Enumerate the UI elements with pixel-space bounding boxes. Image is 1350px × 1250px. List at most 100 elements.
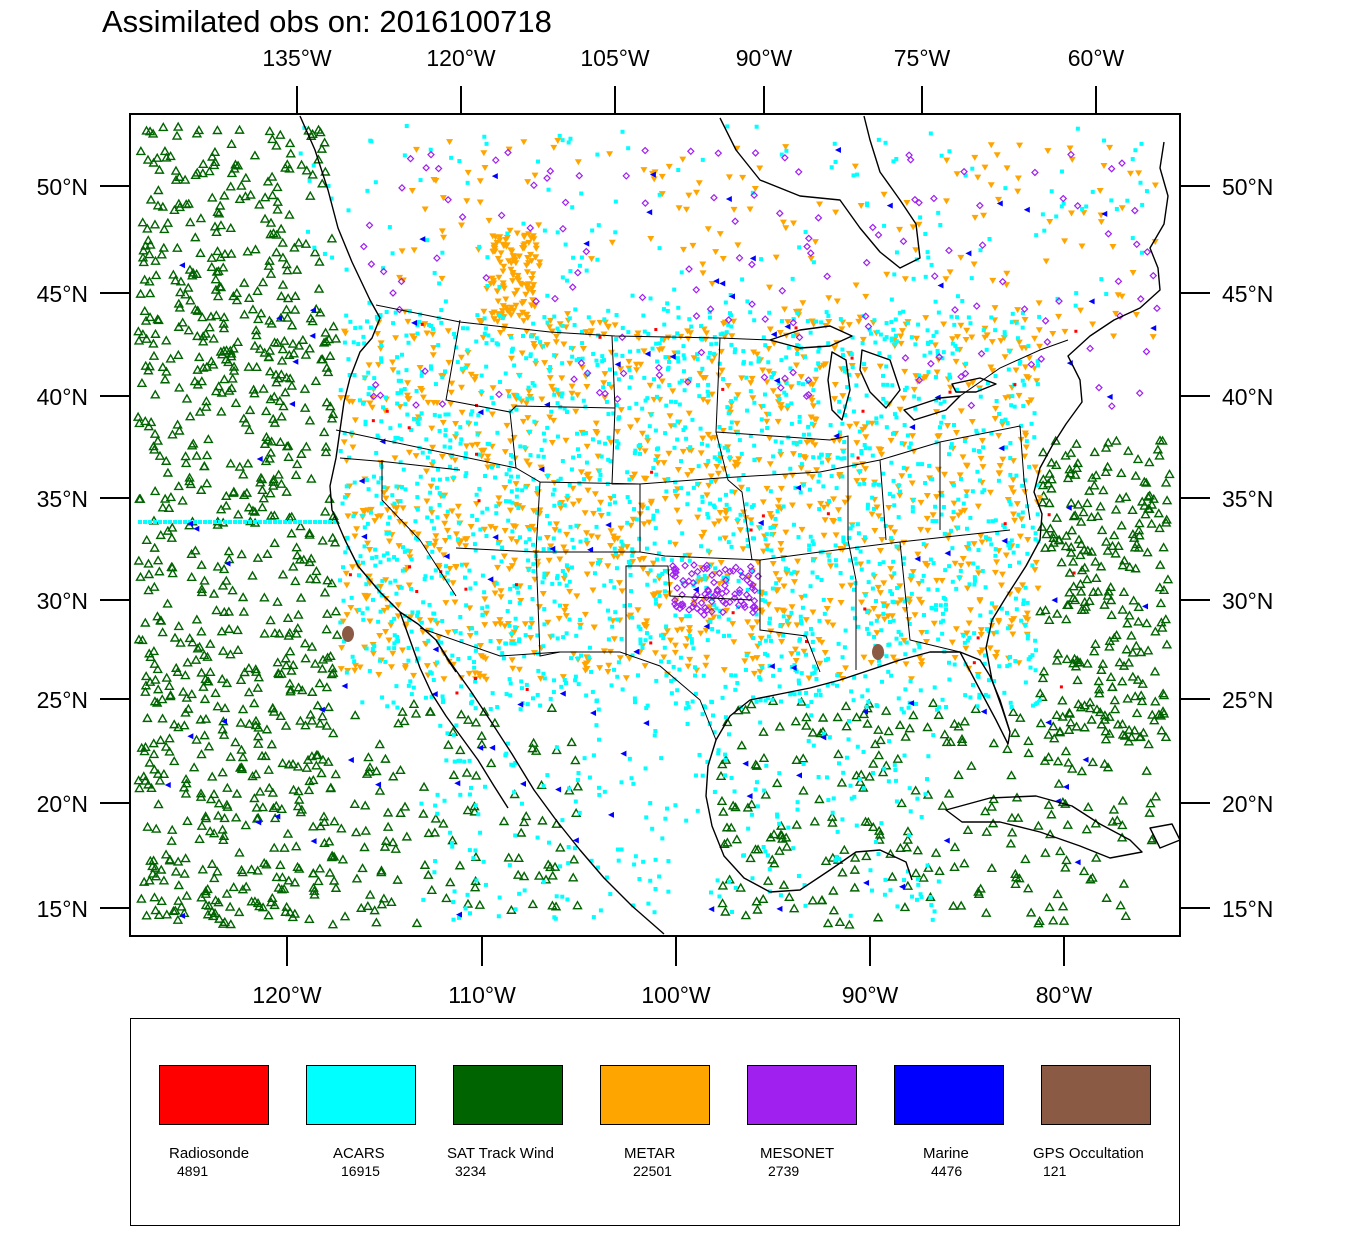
acars-marker <box>361 617 366 622</box>
metar-marker <box>647 235 655 242</box>
sat-track-wind-marker <box>251 802 262 812</box>
metar-marker <box>965 382 973 389</box>
metar-marker <box>725 174 733 181</box>
acars-marker <box>964 494 969 499</box>
sat-track-wind-marker <box>1104 728 1115 738</box>
acars-marker <box>377 658 382 663</box>
acars-marker <box>825 683 830 688</box>
sat-track-wind-marker <box>230 812 242 822</box>
acars-marker <box>852 616 857 621</box>
metar-marker <box>587 328 595 335</box>
metar-marker <box>811 442 819 449</box>
metar-marker <box>986 489 994 496</box>
sat-track-wind-marker <box>154 450 166 460</box>
sat-track-wind-marker <box>970 703 981 714</box>
acars-marker <box>509 641 514 646</box>
sat-track-wind-marker <box>887 871 898 881</box>
metar-marker <box>607 543 615 550</box>
sat-track-wind-marker <box>1107 816 1118 826</box>
acars-marker <box>586 655 591 660</box>
acars-marker <box>349 430 354 435</box>
acars-marker <box>569 656 574 661</box>
sat-track-wind-marker <box>1065 717 1076 727</box>
acars-marker <box>675 688 680 693</box>
acars-marker <box>509 349 514 354</box>
sat-track-wind-marker <box>155 615 166 625</box>
acars-marker <box>348 319 353 324</box>
acars-marker <box>496 914 501 919</box>
acars-marker <box>580 356 585 361</box>
acars-marker <box>662 589 667 594</box>
metar-marker <box>583 530 591 537</box>
metar-marker <box>1016 142 1024 149</box>
sat-track-wind-marker <box>1073 534 1085 544</box>
sat-track-wind-marker <box>165 491 177 502</box>
acars-marker <box>937 425 942 430</box>
sat-track-wind-marker <box>281 486 292 496</box>
sat-track-wind-marker <box>928 697 939 707</box>
sat-track-wind-marker <box>1033 820 1044 830</box>
metar-marker <box>816 660 824 667</box>
acars-marker <box>423 695 428 700</box>
acars-marker <box>733 347 738 352</box>
acars-marker <box>723 715 728 720</box>
acars-marker <box>360 611 365 616</box>
metar-marker <box>582 329 590 336</box>
metar-marker <box>809 609 817 616</box>
sat-track-wind-marker <box>240 820 252 830</box>
acars-marker <box>806 738 811 743</box>
sat-track-wind-marker <box>1139 500 1150 510</box>
acars-marker <box>430 477 435 482</box>
metar-marker <box>1014 188 1022 195</box>
sat-track-wind-marker <box>135 146 147 156</box>
acars-marker <box>531 696 536 701</box>
acars-marker <box>944 705 949 710</box>
acars-marker <box>925 863 930 868</box>
acars-marker <box>983 585 988 590</box>
metar-marker <box>800 454 808 461</box>
metar-marker <box>1126 170 1134 177</box>
sat-track-wind-marker <box>238 469 249 479</box>
sat-track-wind-marker <box>1036 521 1048 531</box>
acars-marker <box>675 419 680 424</box>
sat-track-wind-marker <box>1063 757 1074 767</box>
acars-marker <box>980 490 985 495</box>
acars-marker <box>1001 523 1006 528</box>
acars-marker <box>1026 344 1031 349</box>
acars-marker <box>656 573 661 578</box>
sat-track-wind-marker <box>1136 696 1148 706</box>
acars-marker <box>671 664 676 669</box>
sat-track-wind-marker <box>1128 532 1140 542</box>
acars-marker <box>463 906 468 911</box>
metar-marker <box>452 434 460 441</box>
metar-marker <box>774 504 782 511</box>
metar-marker <box>429 444 437 451</box>
metar-marker <box>377 513 385 520</box>
acars-marker <box>1005 664 1010 669</box>
acars-marker <box>603 441 608 446</box>
acars-marker <box>990 601 995 606</box>
sat-track-wind-marker <box>949 842 961 852</box>
acars-marker <box>826 313 831 318</box>
acars-marker <box>862 362 867 367</box>
acars-marker <box>788 366 793 371</box>
acars-marker <box>707 310 712 315</box>
acars-marker <box>406 683 411 688</box>
acars-marker <box>849 575 854 580</box>
acars-marker <box>887 739 892 744</box>
sat-track-wind-marker <box>304 573 316 583</box>
acars-marker <box>865 506 870 511</box>
acars-marker <box>978 394 983 399</box>
metar-marker <box>751 185 759 192</box>
sat-track-wind-marker <box>933 709 944 719</box>
sat-track-wind-marker <box>275 710 286 721</box>
sat-track-wind-marker <box>251 361 262 371</box>
sat-track-wind-marker <box>246 864 257 874</box>
sat-track-wind-marker <box>133 555 144 565</box>
acars-marker <box>869 888 874 893</box>
sat-track-wind-marker <box>291 264 303 274</box>
sat-track-wind-marker <box>212 246 223 256</box>
sat-track-wind-marker <box>1127 671 1139 681</box>
sat-track-wind-marker <box>281 441 293 451</box>
acars-marker <box>804 690 809 695</box>
